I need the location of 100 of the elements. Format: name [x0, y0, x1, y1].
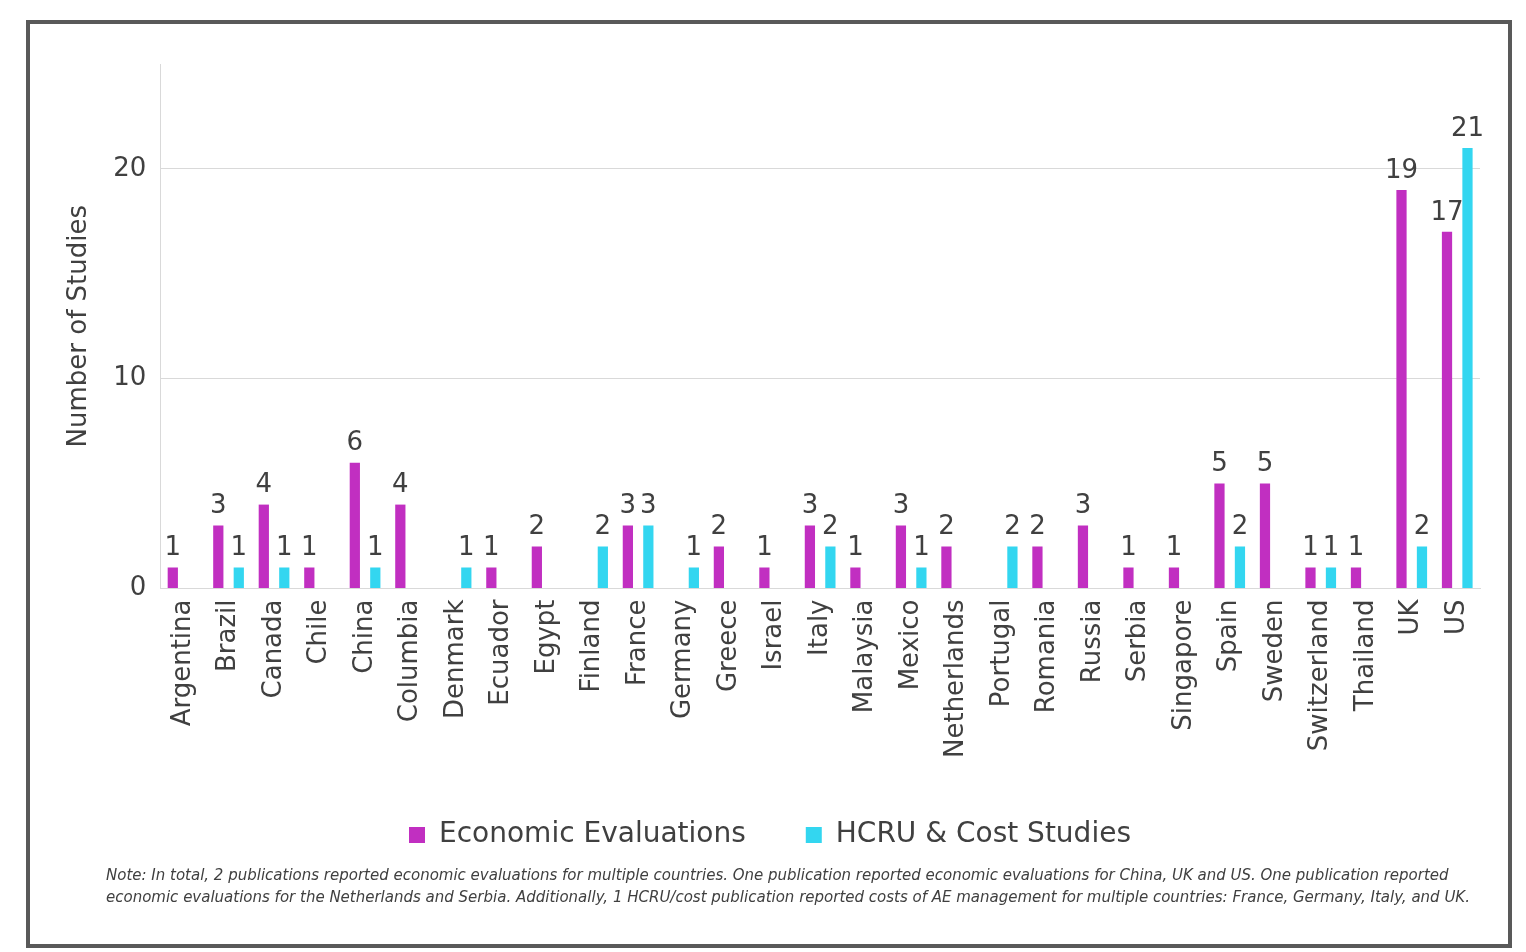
- data-label: 6: [346, 426, 364, 457]
- data-label: 2: [1231, 510, 1249, 541]
- data-label: 1: [1120, 531, 1137, 562]
- bar: [916, 567, 927, 589]
- data-label: 5: [1211, 447, 1228, 478]
- x-tick-label: Italy: [802, 599, 833, 656]
- data-label: 1: [847, 531, 864, 562]
- bar: [759, 567, 770, 589]
- bar: [804, 525, 816, 589]
- x-tick-label: Finland: [575, 599, 606, 693]
- bar: [1214, 483, 1225, 589]
- x-tick-label: Chile: [302, 599, 333, 665]
- bar: [1396, 189, 1407, 589]
- data-label: 1: [1165, 531, 1183, 562]
- bar: [304, 567, 315, 589]
- bar: [850, 567, 861, 589]
- text: Note: In total, 2 publications reported economic evaluations for multiple countries. One publication reported economic evaluations for China, UK and US. One publication reported economic evaluations for the Netherlands and Serbia. Additionally, 1 HCRU/cost publication reported costs of AE management for multiple countries: France, Germany, Italy, and UK.: [106, 865, 1471, 908]
- data-label: 1: [1347, 531, 1365, 562]
- data-label: 2: [710, 510, 728, 541]
- bar: [1325, 567, 1337, 589]
- bar: [1007, 546, 1018, 589]
- data-label: 1: [164, 531, 182, 562]
- bar: [1441, 231, 1453, 589]
- x-tick-label: Israel: [757, 599, 788, 671]
- data-label: 4: [392, 468, 409, 499]
- legend-label: Economic Evaluations: [439, 816, 746, 850]
- x-tick-label: Denmark: [438, 599, 469, 720]
- data-label: 2: [1413, 510, 1431, 541]
- bar: [1259, 483, 1271, 589]
- x-tick-label: Serbia: [1121, 599, 1152, 683]
- data-label: 2: [1029, 510, 1046, 541]
- y-tick-label: 10: [113, 361, 147, 392]
- x-tick-label: Brazil: [211, 599, 242, 673]
- y-tick-label: 0: [129, 571, 147, 602]
- data-label: 4: [255, 468, 273, 499]
- data-label: 1: [483, 531, 500, 562]
- bar: [622, 525, 633, 589]
- data-label: 1: [756, 531, 773, 562]
- bar: [825, 546, 836, 589]
- x-tick-label: Egypt: [529, 599, 560, 675]
- data-label: 17: [1430, 195, 1464, 226]
- data-label: 1: [913, 531, 930, 562]
- data-label: 1: [458, 531, 475, 562]
- bar: [1032, 546, 1043, 589]
- bar: [349, 462, 360, 589]
- bar: [395, 504, 406, 589]
- y-tick-label: 20: [113, 151, 147, 182]
- x-tick-label: Columbia: [393, 599, 424, 723]
- bar: [167, 567, 178, 589]
- bar: [461, 567, 472, 589]
- bar: [941, 546, 952, 589]
- bar: [1234, 546, 1246, 589]
- x-tick-label: Malaysia: [848, 599, 879, 714]
- bar: [213, 525, 224, 589]
- data-label: 2: [1004, 510, 1021, 541]
- bar: [486, 567, 497, 589]
- x-tick-label: France: [620, 599, 651, 686]
- x-tick-label: Romania: [1030, 599, 1061, 714]
- x-tick-label: Sweden: [1257, 599, 1288, 703]
- x-tick-label: Spain: [1212, 599, 1243, 673]
- bar: [643, 525, 654, 589]
- x-tick-label: Thailand: [1348, 599, 1379, 713]
- bar: [1123, 567, 1134, 589]
- data-label: 3: [892, 489, 910, 520]
- data-label: 21: [1450, 111, 1485, 142]
- x-tick-label: Germany: [666, 599, 697, 720]
- x-tick-label: Portugal: [984, 599, 1015, 708]
- bar: [531, 546, 542, 589]
- data-label: 1: [301, 531, 318, 562]
- bar: [1077, 525, 1089, 589]
- bar: [713, 546, 725, 589]
- legend-label: HCRU & Cost Studies: [835, 816, 1131, 850]
- data-label: 2: [528, 510, 546, 541]
- bar: [1350, 567, 1362, 589]
- data-label: 19: [1384, 153, 1419, 184]
- bar: [258, 504, 269, 589]
- x-tick-label: Mexico: [893, 599, 924, 691]
- x-tick-label: Greece: [711, 599, 742, 693]
- bar: [1462, 147, 1473, 589]
- bar: [688, 567, 699, 589]
- data-label: 2: [938, 510, 955, 541]
- bar: [370, 567, 381, 589]
- x-tick-label: Singapore: [1166, 599, 1197, 731]
- data-label: 3: [210, 489, 227, 520]
- data-label: 1: [685, 531, 703, 562]
- data-label: 5: [1256, 447, 1274, 478]
- x-tick-label: China: [347, 599, 378, 674]
- x-tick-label: Canada: [256, 599, 287, 699]
- data-label: 3: [801, 489, 819, 520]
- bar: [1168, 567, 1180, 589]
- x-tick-label: Ecuador: [484, 599, 515, 706]
- data-label: 3: [619, 489, 637, 520]
- data-label: 1: [230, 531, 248, 562]
- data-label: 3: [1074, 489, 1092, 520]
- data-label: 1: [276, 531, 293, 562]
- y-axis-title: Number of Studies: [62, 205, 93, 448]
- data-label: 2: [822, 510, 839, 541]
- x-tick-label: Netherlands: [939, 599, 970, 759]
- x-tick-label: Russia: [1075, 599, 1106, 684]
- bar: [1305, 567, 1316, 589]
